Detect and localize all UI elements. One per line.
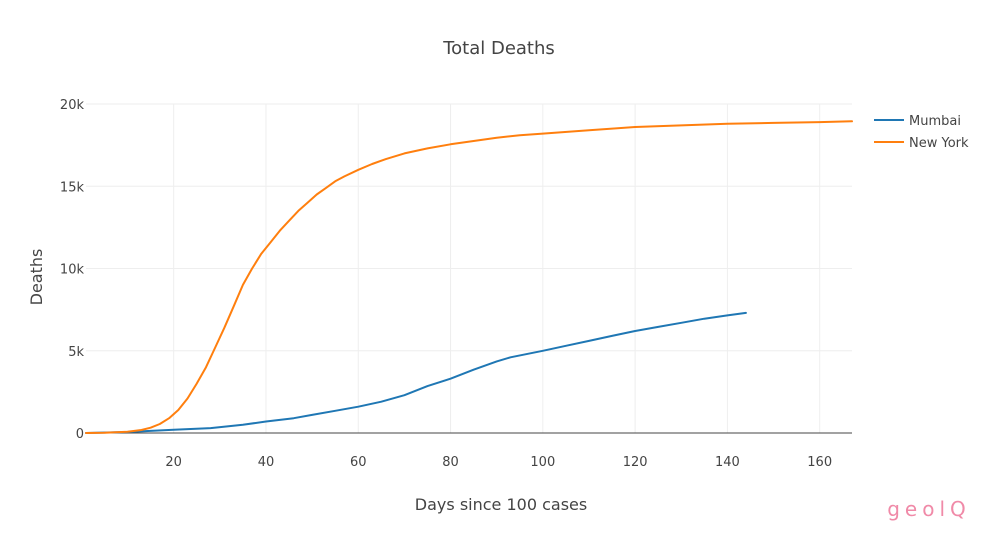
x-tick-label: 100 [530,455,555,470]
y-tick-label: 0 [76,427,84,442]
x-tick-label: 40 [258,455,275,470]
x-axis-title: Days since 100 cases [415,495,587,514]
x-axis-ticks: 20 40 60 80 100 120 140 160 [165,455,832,470]
series-line-mumbai[interactable] [85,311,747,434]
legend[interactable]: Mumbai New York [874,114,969,151]
x-tick-label: 120 [623,455,648,470]
legend-label-mumbai: Mumbai [909,114,961,129]
x-tick-label: 160 [807,455,832,470]
x-tick-label: 80 [442,455,459,470]
gridlines [86,103,852,433]
watermark-logo: geolQ [887,497,971,521]
y-tick-label: 5k [68,345,84,360]
x-tick-label: 140 [715,455,740,470]
x-tick-label: 60 [350,455,367,470]
y-axis-title: Deaths [27,249,46,306]
x-tick-label: 20 [165,455,182,470]
legend-item-new-york[interactable]: New York [874,136,969,151]
series-layer [85,120,853,434]
series-line-new-york[interactable] [85,120,853,434]
y-axis-ticks: 0 5k 10k 15k 20k [60,98,85,442]
legend-label-new-york: New York [909,136,969,151]
y-tick-label: 15k [60,180,85,195]
legend-item-mumbai[interactable]: Mumbai [874,114,961,129]
chart-title: Total Deaths [442,38,555,59]
y-tick-label: 10k [60,263,85,278]
y-tick-label: 20k [60,98,85,113]
